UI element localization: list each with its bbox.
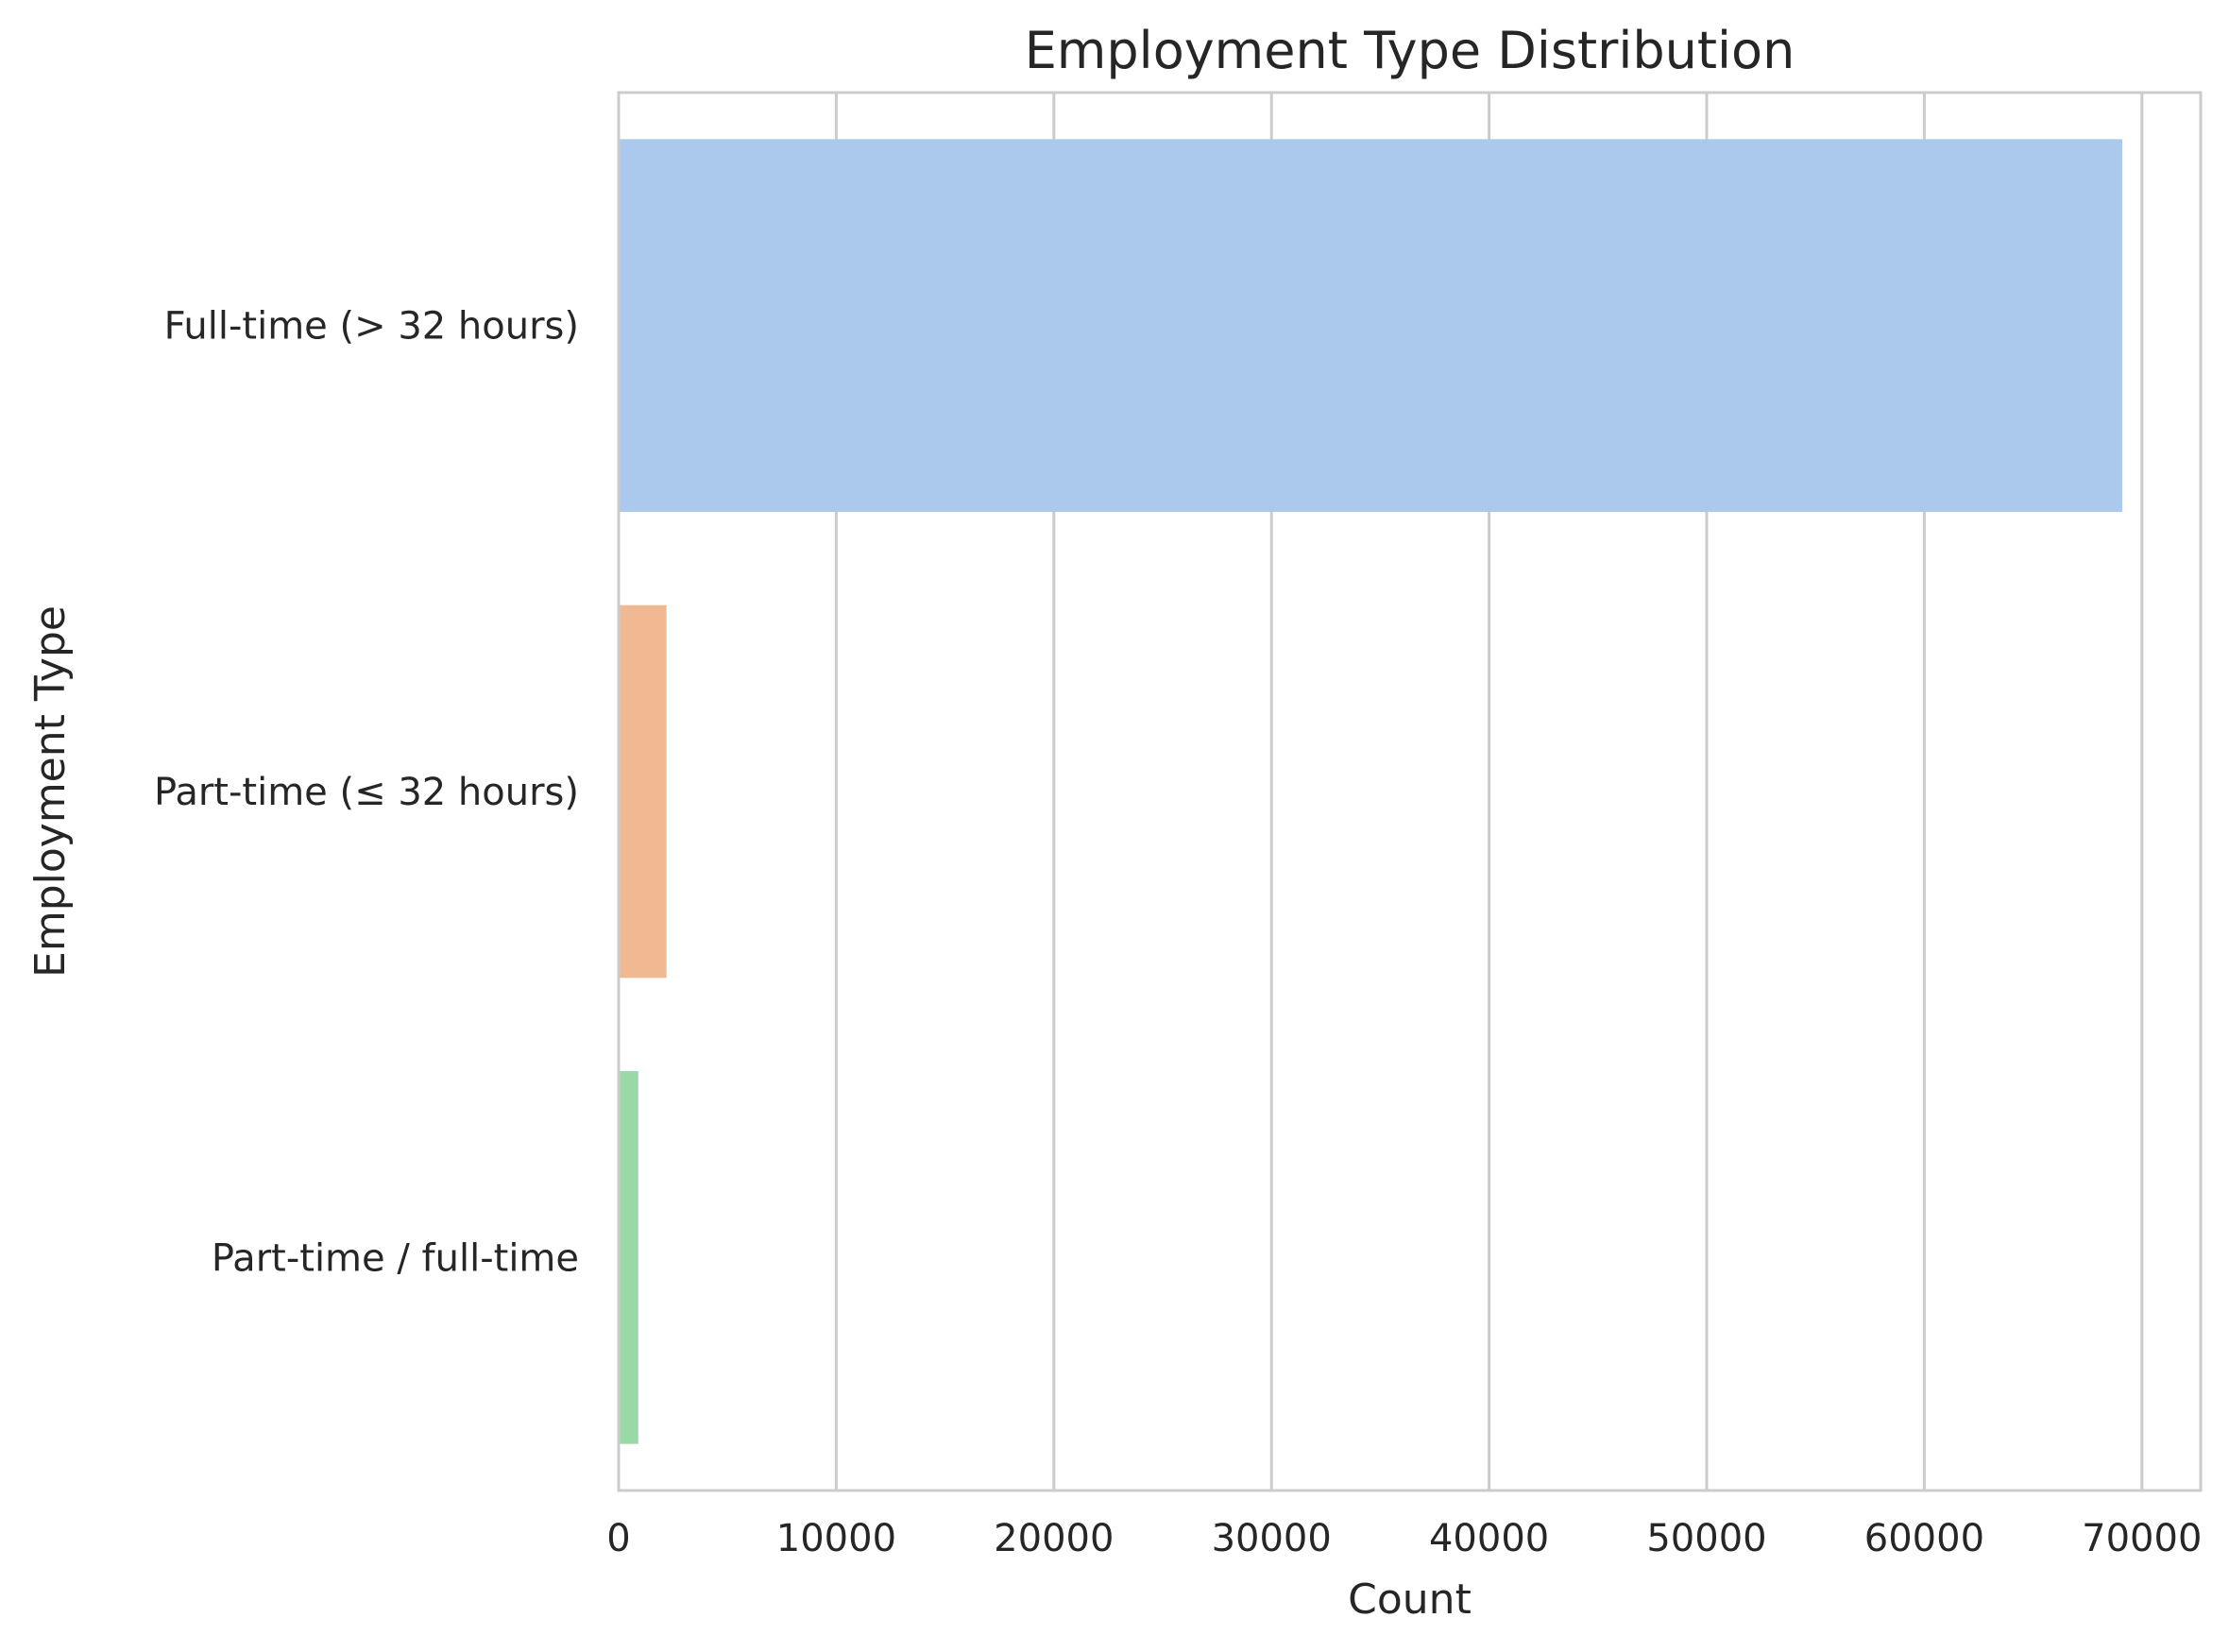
x-tick-label: 50000 (1646, 1517, 1766, 1560)
chart-title: Employment Type Distribution (1025, 21, 1795, 80)
x-tick-label: 20000 (994, 1517, 1114, 1560)
x-tick-label: 70000 (2082, 1517, 2202, 1560)
plot-frame (617, 91, 2203, 1492)
x-tick-label: 40000 (1429, 1517, 1549, 1560)
bars (619, 139, 2123, 1444)
x-tick-labels: 0 10000 20000 30000 40000 50000 60000 70000 (606, 1517, 2202, 1560)
x-tick-label: 0 (606, 1517, 630, 1560)
x-tick-label: 10000 (776, 1517, 896, 1560)
y-tick-labels: Full-time (> 32 hours) Part-time (≤ 32 ho… (154, 305, 579, 1281)
x-axis-label: Count (1348, 1575, 1472, 1624)
bar (619, 139, 2123, 513)
x-tick-label: 60000 (1864, 1517, 1984, 1560)
y-tick-label: Part-time (≤ 32 hours) (154, 771, 579, 814)
y-tick-label: Part-time / full-time (212, 1236, 579, 1280)
y-axis-label: Employment Type (26, 605, 75, 978)
y-tick-label: Full-time (> 32 hours) (164, 305, 579, 349)
bar (619, 605, 667, 979)
bar (619, 1071, 638, 1444)
x-tick-label: 30000 (1212, 1517, 1332, 1560)
